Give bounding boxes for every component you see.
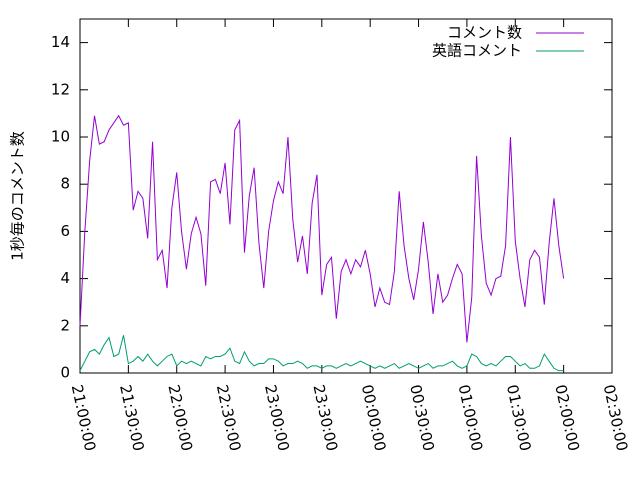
plot-frame — [79, 18, 613, 374]
y-tick-label: 14 — [51, 33, 70, 51]
y-tick-label: 6 — [60, 222, 70, 240]
y-tick-label: 2 — [60, 316, 70, 334]
legend-label: 英語コメント — [432, 42, 522, 60]
x-tick-label: 00:30:00 — [406, 383, 438, 453]
x-tick-label: 22:30:00 — [213, 383, 245, 453]
x-tick-label: 00:00:00 — [358, 383, 390, 453]
x-tick-label: 01:00:00 — [455, 383, 487, 453]
x-tick-label: 02:30:00 — [600, 383, 632, 453]
x-tick-label: 22:00:00 — [164, 383, 196, 453]
x-tick-label: 21:00:00 — [68, 383, 100, 453]
series-line — [79, 335, 564, 372]
x-tick-label: 02:00:00 — [551, 383, 583, 453]
y-tick-label: 12 — [51, 80, 70, 98]
legend-label: コメント数 — [447, 24, 522, 42]
x-tick-label: 01:30:00 — [503, 383, 535, 453]
y-tick-label: 4 — [60, 269, 70, 287]
y-tick-label: 0 — [60, 364, 70, 382]
x-tick-label: 23:00:00 — [261, 383, 293, 453]
x-tick-label: 23:30:00 — [310, 383, 342, 453]
series-line — [79, 114, 565, 343]
x-tick-label: 21:30:00 — [116, 383, 148, 453]
y-tick-label: 10 — [51, 128, 70, 146]
y-tick-label: 8 — [60, 175, 70, 193]
y-axis-label: 1秒毎のコメント数 — [9, 131, 27, 261]
